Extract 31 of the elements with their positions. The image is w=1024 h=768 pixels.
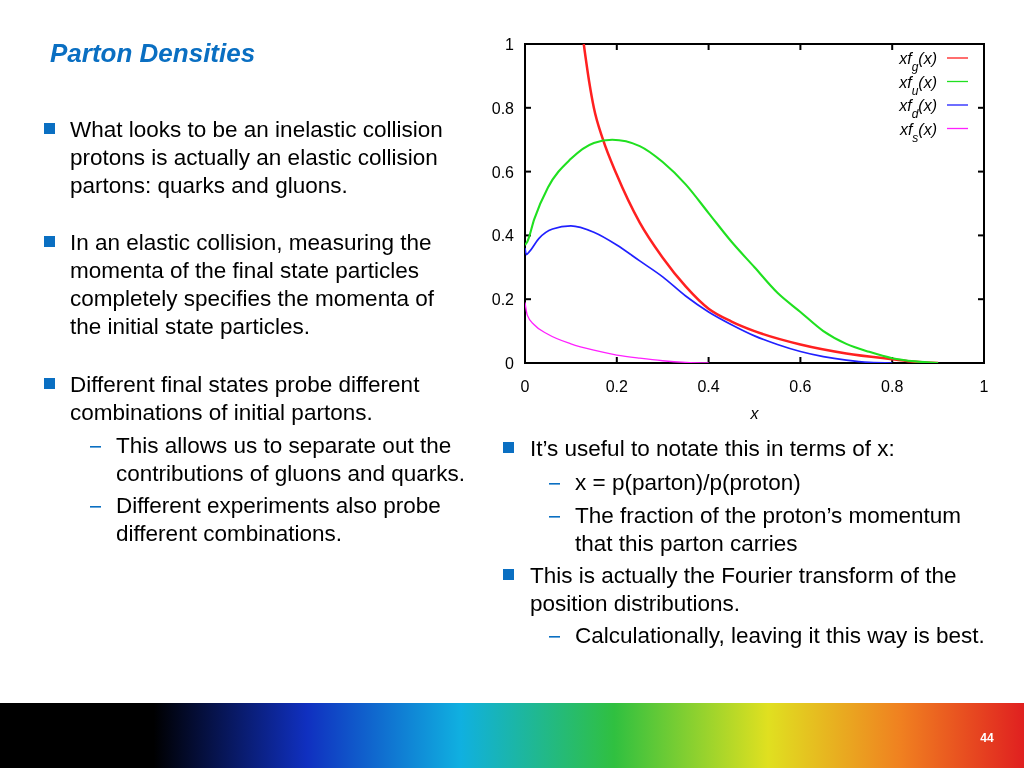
x-tick-label: 0 <box>520 378 530 395</box>
text: Calculationally, leaving it this way is best. <box>575 623 985 648</box>
legend-label: xf$_{s}$(x) <box>898 120 937 145</box>
x-axis-title: x <box>749 405 760 422</box>
x-tick-label: 0.2 <box>605 378 629 395</box>
text: Different final states probe different combinations of initial partons. <box>70 372 421 425</box>
text: This is actually the Fourier transform of the position distributions. <box>530 563 957 616</box>
text: Parton Densities <box>50 38 256 68</box>
y-tick-label: 0.8 <box>491 99 515 117</box>
text: x = p(parton)/p(proton) <box>575 470 801 495</box>
text: This allows us to separate out the contributions of gluons and quarks. <box>116 433 465 486</box>
text: The fraction of the proton’s momentum that this parton carries <box>575 503 962 556</box>
x-tick-label: 0.8 <box>881 378 904 395</box>
y-tick-label: 0.2 <box>491 291 515 309</box>
y-tick-label: 1 <box>505 36 515 53</box>
text: 44 <box>980 731 994 745</box>
legend-label: xf$_{d}$(x) <box>898 97 937 121</box>
y-tick-label: 0.4 <box>491 227 515 245</box>
y-tick-label: 0.6 <box>491 163 515 181</box>
y-tick-label: 0 <box>505 355 515 372</box>
legend-label: xf$_{g}$(x) <box>898 50 937 74</box>
text: In an elastic collision, measuring the momenta of the final state particles completely specifies the momenta of the initial state particles. <box>70 230 435 339</box>
text: Different experiments also probe different combinations. <box>116 493 441 546</box>
x-tick-label: 0.6 <box>789 378 812 395</box>
text: It’s useful to notate this in terms of x: <box>530 436 895 461</box>
legend-label: xf$_{u}$(x) <box>898 73 937 98</box>
line-series <box>525 224 894 363</box>
x-tick-label: 0.4 <box>697 378 720 395</box>
x-tick-label: 1 <box>979 378 989 395</box>
line-series <box>525 301 710 363</box>
text: What looks to be an inelastic collision protons is actually an elastic collision partons: quarks and gluons. <box>70 117 443 198</box>
